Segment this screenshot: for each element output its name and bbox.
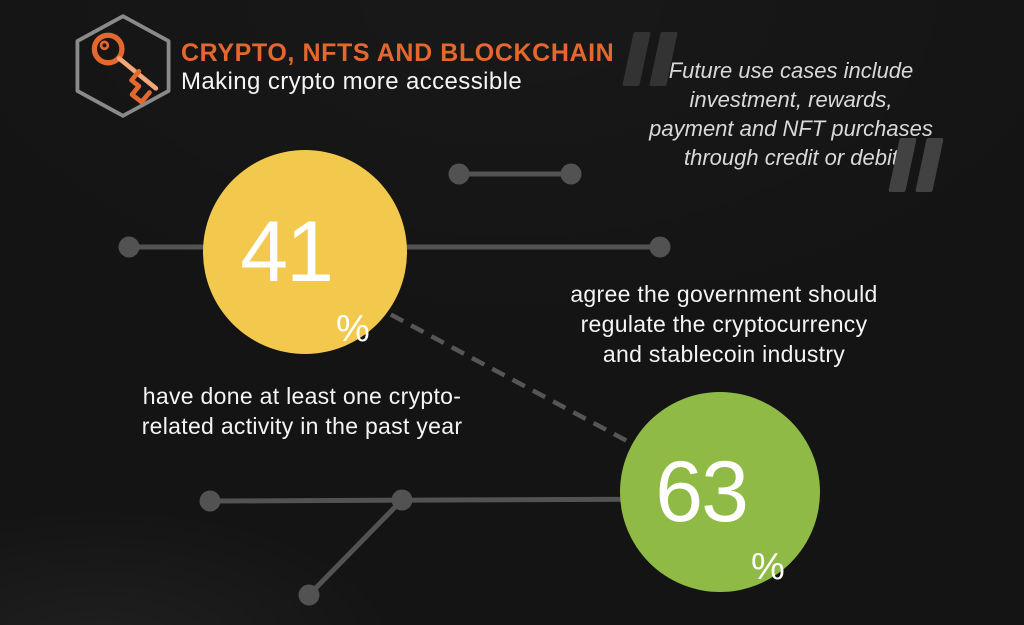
connector-line-diagonal (307, 498, 404, 597)
key-head (91, 32, 125, 66)
connector-dot (448, 163, 470, 185)
stat-value-63: 63 (655, 444, 749, 540)
quote-line: investment, rewards, (689, 87, 893, 112)
connector-dot (560, 163, 582, 185)
stat-unit-41: % (335, 308, 370, 350)
connector-dot (118, 236, 140, 258)
page-subtitle: Making crypto more accessible (181, 68, 523, 95)
stat-label-63: agree the government should regulate the… (528, 279, 920, 369)
stat-label-line: regulate the cryptocurrency (580, 311, 868, 337)
key-teeth (129, 68, 152, 105)
connector-dot (199, 490, 221, 512)
quote-line: Future use cases include (668, 58, 914, 83)
stat-label-41: have done at least one crypto- related a… (93, 381, 511, 441)
stat-value-41: 41 (240, 204, 334, 300)
stat-unit-63: % (750, 546, 785, 588)
quote-text: Future use cases include investment, rew… (595, 56, 987, 172)
stat-label-line: agree the government should (570, 281, 878, 307)
page-title: CRYPTO, NFTS AND BLOCKCHAIN (181, 39, 615, 67)
connector-dot (391, 489, 413, 511)
connector-line-bottom (209, 496, 701, 504)
hexagon-outline (75, 14, 171, 118)
connector-dot (649, 236, 671, 258)
stat-label-line: related activity in the past year (141, 413, 463, 439)
stat-circle-41: 41 % (203, 150, 407, 354)
key-hole (99, 40, 110, 51)
quote-line: through credit or debit (683, 145, 899, 170)
stat-label-line: have done at least one crypto- (142, 383, 462, 409)
quote-line: payment and NFT purchases (649, 116, 933, 141)
hexagon-key-icon (75, 14, 171, 118)
connector-dot (298, 584, 320, 606)
stat-circle-63: 63 % (620, 392, 820, 592)
stat-label-line: and stablecoin industry (602, 341, 846, 367)
